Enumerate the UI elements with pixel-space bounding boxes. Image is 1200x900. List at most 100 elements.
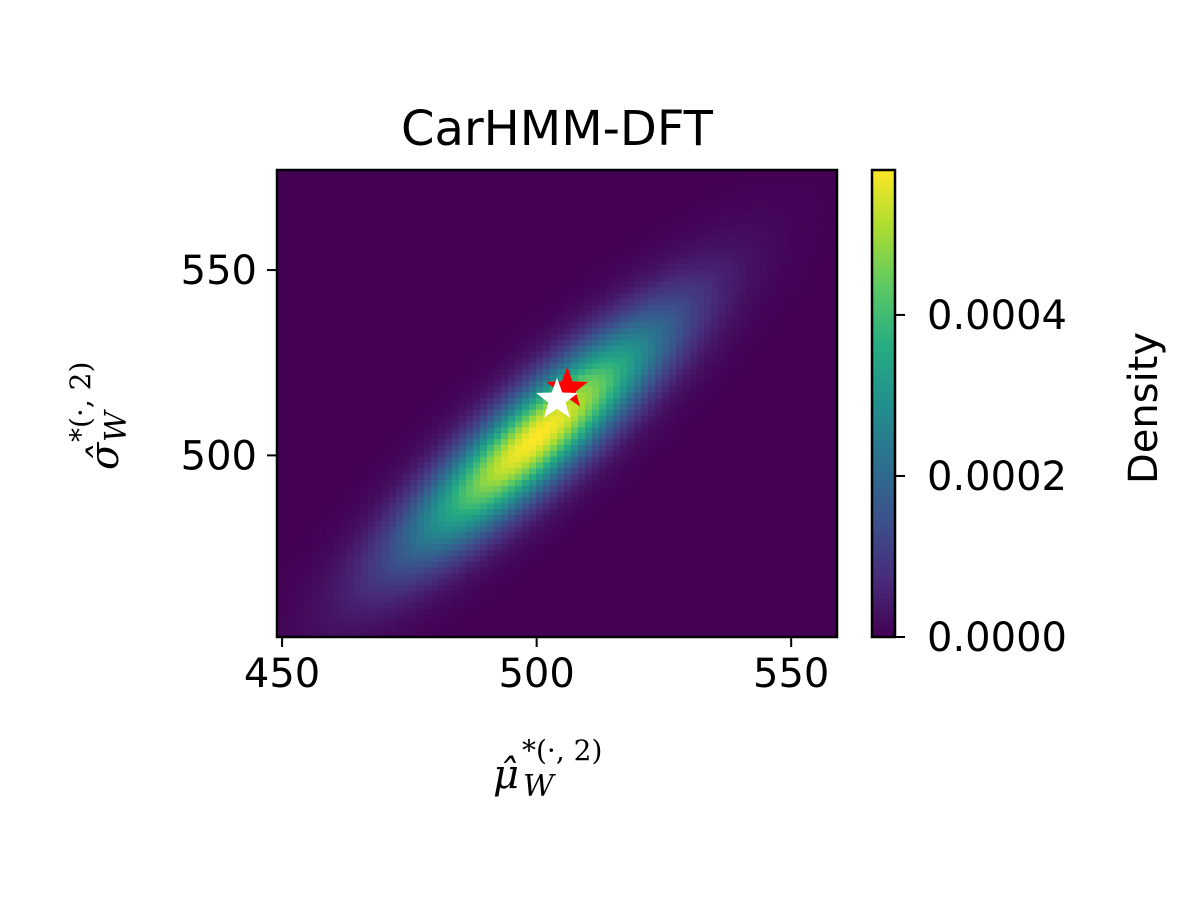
heatmap-cell bbox=[522, 216, 530, 224]
heatmap-cell bbox=[424, 596, 432, 603]
heatmap-cell bbox=[494, 275, 502, 282]
heatmap-cell bbox=[459, 578, 467, 586]
heatmap-cell bbox=[438, 508, 446, 516]
heatmap-cell bbox=[515, 222, 523, 229]
heatmap-cell bbox=[487, 619, 495, 626]
heatmap-cell bbox=[431, 339, 439, 346]
heatmap-cell bbox=[704, 298, 712, 305]
heatmap-cell bbox=[627, 485, 635, 492]
heatmap-cell bbox=[368, 572, 376, 580]
heatmap-cell bbox=[347, 193, 355, 200]
heatmap-cell bbox=[382, 607, 390, 615]
heatmap-cell bbox=[389, 315, 397, 323]
heatmap-cell bbox=[613, 385, 621, 393]
heatmap-cell bbox=[585, 251, 593, 259]
heatmap-cell bbox=[634, 491, 642, 498]
heatmap-cell bbox=[459, 345, 467, 352]
heatmap-cell bbox=[697, 467, 705, 475]
heatmap-cell bbox=[487, 374, 495, 381]
heatmap-cell bbox=[291, 205, 299, 212]
heatmap-cell bbox=[620, 193, 628, 200]
heatmap-cell bbox=[585, 631, 593, 638]
heatmap-cell bbox=[676, 520, 684, 527]
heatmap-cell bbox=[382, 421, 390, 428]
heatmap-cell bbox=[578, 292, 586, 300]
heatmap-cell bbox=[641, 613, 649, 621]
heatmap-cell bbox=[298, 240, 306, 247]
heatmap-cell bbox=[452, 496, 460, 504]
heatmap-cell bbox=[466, 403, 474, 410]
heatmap-cell bbox=[529, 619, 537, 626]
heatmap-cell bbox=[585, 380, 593, 387]
heatmap-cell bbox=[312, 537, 320, 545]
heatmap-cell bbox=[445, 310, 453, 317]
heatmap-cell bbox=[662, 240, 670, 247]
heatmap-cell bbox=[494, 531, 502, 539]
heatmap-cell bbox=[326, 193, 334, 200]
heatmap-cell bbox=[452, 450, 460, 457]
heatmap-cell bbox=[522, 251, 530, 259]
heatmap-cell bbox=[361, 170, 369, 177]
heatmap-cell bbox=[697, 543, 705, 551]
heatmap-cell bbox=[284, 584, 292, 591]
heatmap-cell bbox=[375, 555, 383, 562]
heatmap-cell bbox=[312, 578, 320, 586]
heatmap-cell bbox=[417, 508, 425, 516]
heatmap-cell bbox=[571, 205, 579, 212]
heatmap-cell bbox=[445, 520, 453, 527]
heatmap-cell bbox=[396, 450, 404, 457]
heatmap-cell bbox=[333, 415, 341, 422]
heatmap-cell bbox=[543, 315, 551, 323]
heatmap-cell bbox=[396, 170, 404, 177]
heatmap-cell bbox=[277, 625, 285, 632]
heatmap-cell bbox=[501, 467, 509, 475]
heatmap-cell bbox=[459, 596, 467, 603]
heatmap-cell bbox=[382, 339, 390, 346]
heatmap-cell bbox=[711, 426, 719, 434]
heatmap-cell bbox=[312, 362, 320, 370]
heatmap-cell bbox=[354, 280, 362, 288]
heatmap-cell bbox=[326, 321, 334, 329]
heatmap-cell bbox=[564, 216, 572, 224]
heatmap-cell bbox=[641, 421, 649, 428]
heatmap-cell bbox=[634, 187, 642, 194]
heatmap-cell bbox=[697, 298, 705, 305]
heatmap-cell bbox=[354, 613, 362, 621]
heatmap-cell bbox=[354, 467, 362, 475]
heatmap-cell bbox=[641, 485, 649, 492]
heatmap-cell bbox=[333, 216, 341, 224]
heatmap-cell bbox=[312, 286, 320, 294]
heatmap-cell bbox=[431, 269, 439, 276]
heatmap-cell bbox=[452, 199, 460, 206]
heatmap-cell bbox=[354, 514, 362, 521]
heatmap-cell bbox=[669, 631, 677, 638]
heatmap-cell bbox=[431, 187, 439, 194]
heatmap-cell bbox=[466, 216, 474, 224]
heatmap-cell bbox=[431, 491, 439, 498]
heatmap-cell bbox=[508, 199, 516, 206]
heatmap-cell bbox=[480, 228, 488, 235]
heatmap-cell bbox=[585, 245, 593, 253]
heatmap-cell bbox=[354, 403, 362, 410]
heatmap-cell bbox=[340, 508, 348, 516]
heatmap-cell bbox=[326, 275, 334, 282]
heatmap-cell bbox=[284, 228, 292, 235]
heatmap-cell bbox=[410, 456, 418, 463]
heatmap-cell bbox=[655, 356, 663, 364]
heatmap-cell bbox=[487, 251, 495, 259]
heatmap-cell bbox=[480, 526, 488, 533]
heatmap-cell bbox=[501, 572, 509, 580]
heatmap-cell bbox=[305, 350, 313, 358]
heatmap-cell bbox=[361, 415, 369, 422]
heatmap-cell bbox=[655, 199, 663, 206]
heatmap-cell bbox=[354, 496, 362, 504]
heatmap-cell bbox=[508, 350, 516, 358]
heatmap-cell bbox=[417, 245, 425, 253]
heatmap-cell bbox=[536, 280, 544, 288]
heatmap-cell bbox=[515, 216, 523, 224]
heatmap-cell bbox=[571, 601, 579, 609]
heatmap-cell bbox=[522, 356, 530, 364]
heatmap-cell bbox=[368, 409, 376, 416]
heatmap-cell bbox=[515, 374, 523, 381]
heatmap-cell bbox=[333, 321, 341, 329]
